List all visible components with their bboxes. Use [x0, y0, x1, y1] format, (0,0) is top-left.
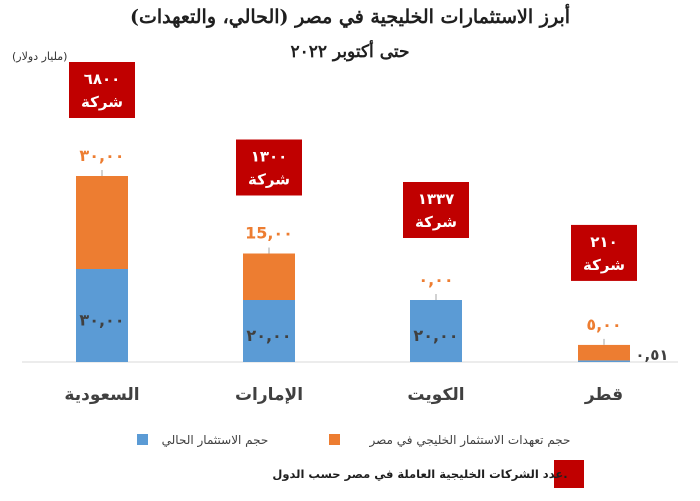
legend-swatch-pledge — [329, 434, 340, 445]
company-box-1 — [236, 139, 302, 196]
bar-current-2 — [410, 300, 462, 362]
company-box-3 — [571, 224, 637, 281]
y-axis-unit: (مليار دولار) — [12, 50, 68, 63]
legend-label-pledge: حجم تعهدات الاستثمار الخليجي في مصر — [369, 433, 571, 448]
x-tick-label-1: الإمارات — [235, 385, 303, 405]
x-tick-label-2: الكويت — [407, 385, 464, 405]
legend-label-companies: عدد الشركات الخليجية العاملة في مصر حسب … — [272, 467, 567, 482]
bar-current-0 — [76, 269, 128, 362]
x-tick-label-3: قطر — [584, 385, 623, 405]
bar-current-3 — [578, 360, 630, 362]
company-count-2: ١٣٣٧ — [418, 190, 455, 208]
company-word-0: شركة — [81, 93, 123, 111]
data-label-pledge-0: ٣٠,٠٠ — [79, 146, 124, 165]
data-label-pledge-3: ٥,٠٠ — [586, 315, 621, 334]
company-count-1: ١٣٠٠ — [251, 148, 288, 166]
company-word-2: شركة — [415, 213, 457, 231]
legend-swatch-companies — [554, 460, 584, 488]
bar-current-1 — [243, 300, 295, 362]
data-label-current-1: ٢٠,٠٠ — [246, 326, 291, 345]
company-word-3: شركة — [583, 256, 625, 274]
chart-title: أبرز الاستثمارات الخليجية في مصر (الحالي… — [129, 6, 571, 28]
data-label-pledge-2: ٠,٠٠ — [418, 270, 453, 289]
company-word-1: شركة — [248, 171, 290, 189]
legend-label-current: حجم الاستثمار الحالي — [162, 433, 269, 448]
company-count-3: ٢١٠ — [590, 233, 617, 251]
data-label-current-3: ٠,٥١ — [635, 346, 668, 364]
data-label-current-2: ٢٠,٠٠ — [413, 326, 458, 345]
data-label-pledge-1: 15,٠٠ — [245, 224, 293, 243]
bar-pledge-3 — [578, 344, 630, 361]
company-box-0 — [69, 62, 135, 118]
legend-swatch-current — [137, 434, 148, 445]
bar-pledge-0 — [76, 176, 128, 269]
chart-subtitle: حتى أكتوبر ٢٠٢٢ — [290, 42, 410, 62]
company-count-0: ٦٨٠٠ — [84, 70, 121, 88]
bar-pledge-1 — [243, 253, 295, 300]
data-label-current-0: ٣٠,٠٠ — [79, 311, 124, 330]
x-tick-label-0: السعودية — [64, 385, 139, 405]
company-box-2 — [403, 182, 469, 238]
